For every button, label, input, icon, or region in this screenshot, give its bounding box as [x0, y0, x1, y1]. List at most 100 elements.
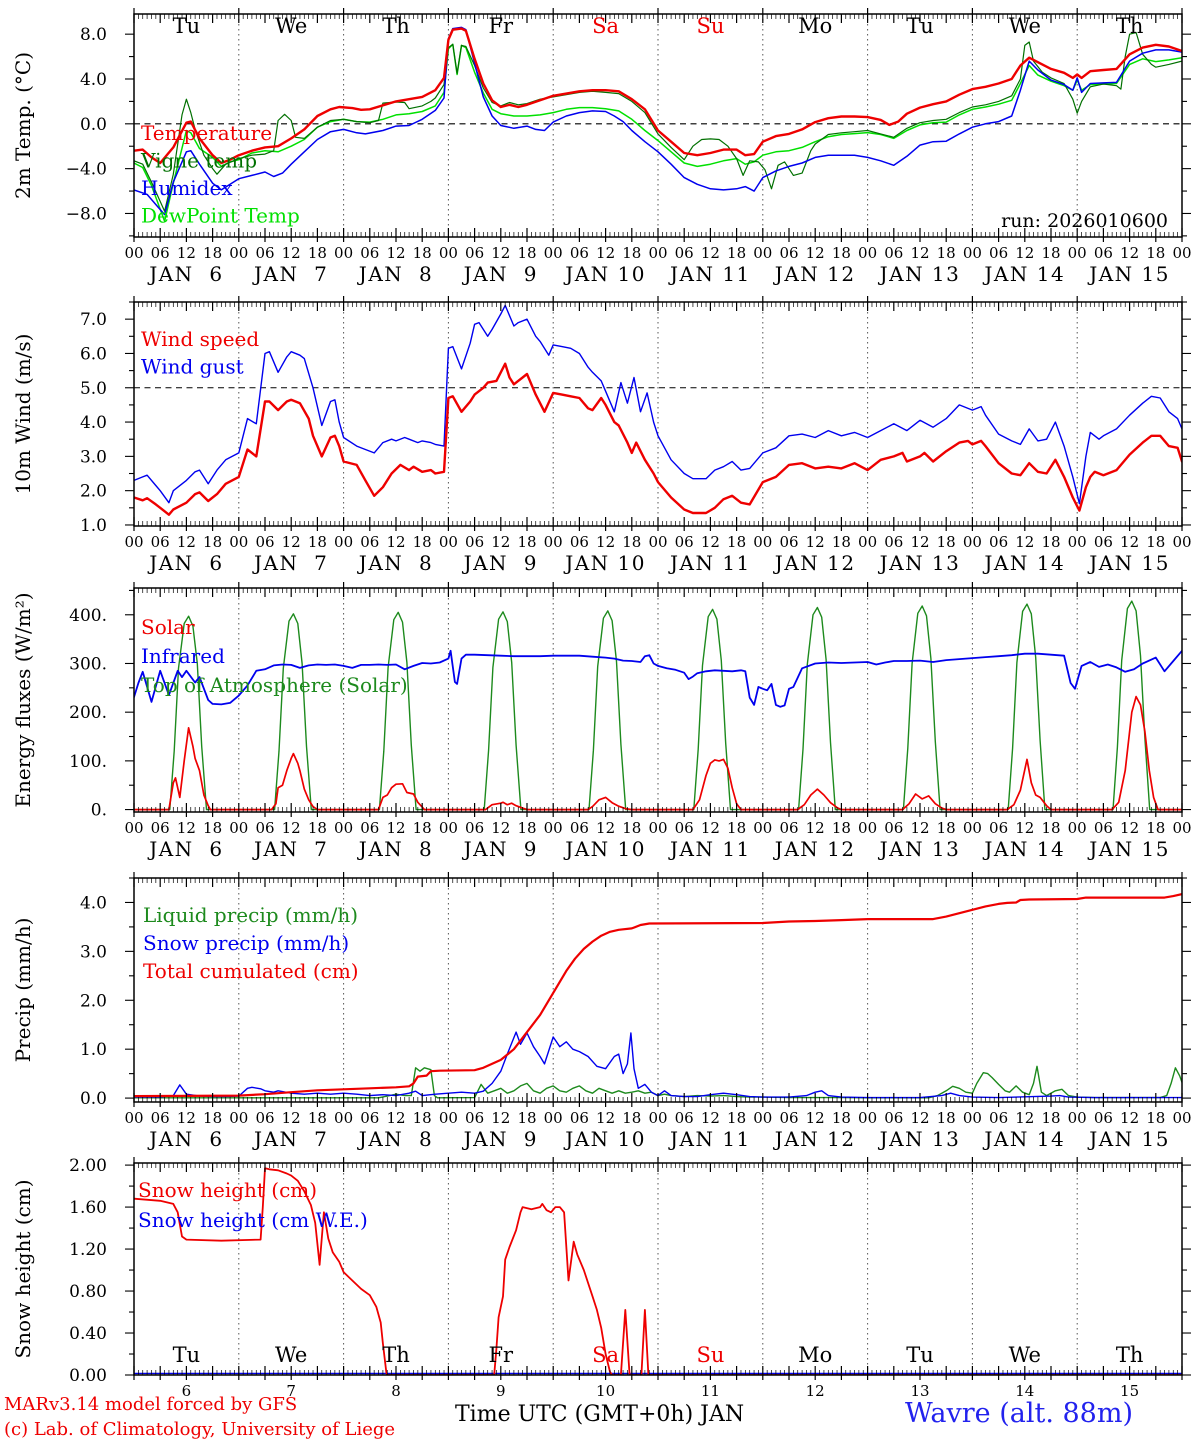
series-dewpoint-temp	[134, 43, 1182, 223]
x-hour-label: 18	[413, 533, 432, 551]
x-hour-label: 12	[177, 244, 196, 262]
legend-solar: Solar	[141, 615, 195, 639]
legend-liquid-precip-mm-h-: Liquid precip (mm/h)	[143, 903, 358, 927]
x-hour-label: 12	[491, 244, 510, 262]
x-hour-label: 00	[858, 819, 877, 837]
x-hour-label: 18	[622, 533, 641, 551]
x-hour-label: 06	[779, 533, 798, 551]
bottom-date-tick-label: 15	[1120, 1382, 1139, 1400]
y-axis-title: Precip (mm/h)	[11, 918, 35, 1063]
x-hour-label: 00	[124, 1109, 143, 1127]
x-hour-label: 18	[727, 1109, 746, 1127]
weekday-label: Mo	[798, 14, 832, 38]
weekday-label: Sa	[592, 1343, 619, 1367]
legend-humidex: Humidex	[141, 176, 233, 200]
y-axis-title: 2m Temp. (°C)	[11, 52, 35, 199]
x-hour-label: 06	[675, 244, 694, 262]
weekday-label: Th	[1116, 1343, 1144, 1367]
x-hour-label: 00	[544, 819, 563, 837]
x-hour-label: 12	[1120, 819, 1139, 837]
x-hour-label: 12	[1015, 533, 1034, 551]
x-date-label: JAN 14	[982, 837, 1065, 861]
x-hour-label: 00	[229, 819, 248, 837]
x-hour-label: 00	[334, 244, 353, 262]
x-hour-label: 06	[151, 1109, 170, 1127]
y-tick-label: 0.0	[80, 115, 107, 135]
x-hour-label: 12	[910, 1109, 929, 1127]
y-tick-label: 0.	[91, 801, 107, 821]
x-hour-label: 12	[386, 244, 405, 262]
x-hour-label: 18	[308, 1109, 327, 1127]
x-hour-label: 12	[491, 819, 510, 837]
x-date-label: JAN 12	[773, 262, 856, 286]
x-hour-label: 18	[1146, 533, 1165, 551]
x-hour-label: 12	[177, 533, 196, 551]
x-hour-label: 00	[124, 244, 143, 262]
x-hour-label: 12	[596, 533, 615, 551]
x-hour-label: 06	[1094, 1109, 1113, 1127]
series-wind-gust	[134, 304, 1182, 505]
weekday-label: Su	[696, 1343, 724, 1367]
x-hour-label: 00	[229, 244, 248, 262]
weekday-label: Fr	[488, 14, 514, 38]
y-tick-label: 1.0	[80, 516, 107, 536]
x-hour-label: 18	[203, 1109, 222, 1127]
x-hour-label: 00	[753, 244, 772, 262]
x-hour-label: 06	[570, 533, 589, 551]
bottom-date-tick-label: 10	[596, 1382, 615, 1400]
x-hour-label: 00	[544, 1109, 563, 1127]
x-hour-label: 00	[963, 1109, 982, 1127]
x-hour-label: 12	[282, 1109, 301, 1127]
series-temperature	[134, 27, 1182, 165]
x-hour-label: 00	[1068, 819, 1087, 837]
x-hour-label: 00	[963, 533, 982, 551]
y-tick-label: −4.0	[66, 160, 107, 180]
x-hour-label: 00	[1068, 244, 1087, 262]
model-credit-line: MARv3.14 model forced by GFS	[4, 1394, 298, 1415]
y-tick-label: 2.0	[80, 991, 107, 1011]
x-date-label: JAN 11	[668, 551, 751, 575]
x-hour-label: 12	[806, 244, 825, 262]
x-hour-label: 06	[255, 533, 274, 551]
x-hour-label: 00	[963, 819, 982, 837]
x-hour-label: 18	[308, 819, 327, 837]
x-hour-label: 18	[1146, 819, 1165, 837]
time-axis-title: Time UTC (GMT+0h) JAN	[455, 1402, 745, 1427]
x-date-label: JAN 7	[252, 262, 328, 286]
x-date-label: JAN 10	[563, 1127, 646, 1151]
x-hour-label: 00	[753, 1109, 772, 1127]
y-tick-label: 4.0	[80, 413, 107, 433]
bottom-date-tick-label: 6	[182, 1382, 192, 1400]
x-hour-label: 00	[963, 244, 982, 262]
x-hour-label: 12	[282, 819, 301, 837]
x-date-label: JAN 6	[147, 1127, 223, 1151]
x-hour-label: 06	[884, 533, 903, 551]
bottom-date-tick-label: 9	[496, 1382, 506, 1400]
x-hour-label: 18	[1041, 244, 1060, 262]
x-hour-label: 18	[937, 819, 956, 837]
y-tick-label: 0.80	[69, 1282, 107, 1302]
y-tick-label: 0.0	[80, 1089, 107, 1109]
x-hour-label: 06	[570, 244, 589, 262]
panel-2: 7.0 6.0 5.0 4.0 3.0 2.0 1.0 10m Wind (m/s) 00 06 1…	[11, 296, 1192, 575]
x-date-label: JAN 10	[563, 551, 646, 575]
x-hour-label: 00	[1068, 533, 1087, 551]
x-hour-label: 00	[334, 533, 353, 551]
bottom-date-tick-label: 13	[910, 1382, 929, 1400]
y-tick-label: 1.0	[80, 1040, 107, 1060]
y-tick-label: 3.0	[80, 942, 107, 962]
x-hour-label: 18	[517, 1109, 536, 1127]
x-hour-label: 06	[989, 244, 1008, 262]
x-hour-label: 12	[1015, 819, 1034, 837]
legend-dewpoint-temp: DewPoint Temp	[141, 204, 300, 228]
x-date-label: JAN 7	[252, 551, 328, 575]
y-tick-label: 400.	[69, 606, 107, 626]
x-hour-label: 00	[229, 1109, 248, 1127]
weekday-label: Su	[696, 14, 724, 38]
x-hour-label: 18	[413, 1109, 432, 1127]
x-date-label: JAN 8	[357, 551, 433, 575]
x-hour-label: 06	[151, 244, 170, 262]
x-date-label: JAN 10	[563, 837, 646, 861]
x-date-label: JAN 10	[563, 262, 646, 286]
x-date-label: JAN 8	[357, 262, 433, 286]
